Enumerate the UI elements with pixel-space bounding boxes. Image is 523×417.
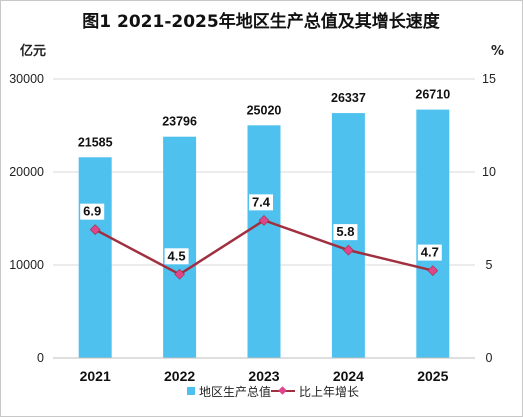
growth-value-labels: 6.9 4.5 7.4 5.8 4.7 bbox=[80, 194, 442, 265]
growth-value-label: 7.4 bbox=[252, 194, 271, 209]
bar bbox=[78, 157, 112, 358]
x-tick-label: 2021 bbox=[80, 368, 111, 384]
growth-label-bg bbox=[417, 244, 442, 261]
bar-value-label: 21585 bbox=[78, 135, 113, 149]
bar-value-label: 26337 bbox=[331, 91, 366, 105]
bar-value-label: 25020 bbox=[247, 103, 282, 117]
bar-series bbox=[78, 109, 450, 359]
growth-marker bbox=[427, 265, 439, 276]
x-tick-label: 2023 bbox=[248, 368, 279, 384]
legend-bar-swatch bbox=[187, 387, 195, 395]
left-axis-unit: 亿元 bbox=[20, 43, 46, 59]
x-tick-label: 2024 bbox=[333, 368, 364, 384]
left-tick-label: 10000 bbox=[9, 258, 44, 272]
right-tick-label: 0 bbox=[486, 351, 493, 365]
legend-line-marker bbox=[278, 386, 287, 395]
bar bbox=[416, 109, 450, 358]
growth-marker bbox=[258, 214, 270, 226]
growth-label-bg bbox=[333, 224, 358, 241]
growth-value-label: 5.8 bbox=[336, 224, 354, 239]
bar-value-label: 23796 bbox=[162, 115, 197, 129]
legend: 地区生产总值 比上年增长 bbox=[187, 384, 359, 399]
growth-label-bg bbox=[80, 203, 105, 220]
right-tick-label: 10 bbox=[482, 165, 496, 179]
chart-title: 图1 2021-2025年地区生产总值及其增长速度 bbox=[82, 11, 440, 32]
legend-line-label: 比上年增长 bbox=[299, 385, 359, 399]
bar bbox=[247, 125, 281, 359]
growth-line-series bbox=[89, 214, 439, 280]
bar-value-labels: 21585 23796 25020 26337 26710 bbox=[78, 88, 450, 150]
growth-label-bg bbox=[249, 194, 273, 211]
legend-bar-label: 地区生产总值 bbox=[199, 384, 271, 399]
growth-marker bbox=[89, 224, 101, 236]
left-tick-label: 20000 bbox=[9, 165, 44, 179]
growth-marker bbox=[343, 244, 354, 256]
growth-value-label: 6.9 bbox=[83, 204, 101, 219]
x-axis-ticks: 2021 2022 2023 2024 2025 bbox=[80, 368, 449, 384]
left-tick-label: 30000 bbox=[9, 72, 44, 86]
growth-value-label: 4.5 bbox=[168, 248, 186, 263]
right-axis-ticks: 0 5 10 15 bbox=[482, 72, 496, 365]
right-axis-unit: % bbox=[491, 44, 504, 59]
right-tick-label: 15 bbox=[482, 72, 496, 86]
growth-label-bg bbox=[164, 248, 189, 265]
growth-marker bbox=[174, 268, 185, 280]
bar-value-label: 26710 bbox=[415, 88, 450, 102]
bar bbox=[163, 136, 197, 358]
left-tick-label: 0 bbox=[37, 351, 44, 365]
left-axis-ticks: 0 10000 20000 30000 bbox=[9, 72, 44, 365]
x-tick-label: 2022 bbox=[164, 368, 195, 384]
right-tick-label: 5 bbox=[486, 258, 493, 272]
x-tick-label: 2025 bbox=[417, 368, 448, 384]
growth-value-label: 4.7 bbox=[421, 245, 439, 260]
